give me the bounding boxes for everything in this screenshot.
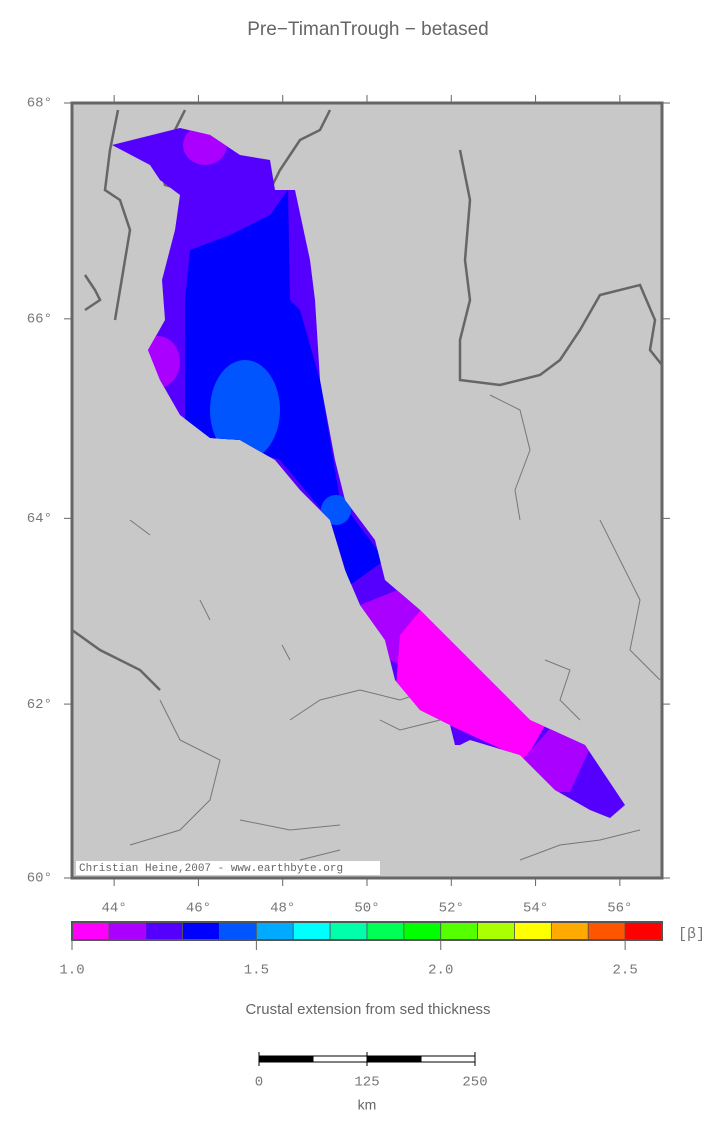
colorbar-unit: [β] — [678, 926, 705, 943]
color-swatch — [587, 921, 626, 941]
color-swatch — [403, 921, 442, 941]
zone — [210, 360, 280, 460]
color-swatch — [514, 921, 552, 941]
lat-tick-label: 62° — [27, 697, 52, 713]
scale-tick-label: 0 — [255, 1075, 263, 1091]
lat-tick-label: 60° — [27, 871, 52, 887]
zone — [321, 495, 351, 525]
color-swatch — [71, 921, 110, 941]
zone — [185, 190, 385, 585]
color-swatch — [145, 921, 184, 941]
colorbar-tick-label: 1.5 — [244, 963, 269, 979]
lon-tick-label: 44° — [102, 901, 127, 917]
scale-tick-label: 125 — [354, 1075, 379, 1091]
colorbar-tick-label: 1.0 — [59, 963, 84, 979]
lon-tick-label: 46° — [186, 901, 211, 917]
scale-unit: km — [358, 1097, 377, 1113]
color-swatch — [329, 921, 368, 941]
map: Christian Heine,2007 - www.earthbyte.org… — [27, 95, 670, 917]
scale-segment — [312, 1055, 368, 1063]
colorbar-frame — [71, 921, 663, 941]
lon-tick-label: 50° — [354, 901, 379, 917]
lat-tick-label: 66° — [27, 312, 52, 328]
colorbar-tick-label: 2.0 — [428, 963, 453, 979]
river — [129, 394, 661, 861]
scale-segment — [420, 1055, 476, 1063]
scale-segment — [366, 1055, 422, 1063]
color-swatch — [255, 921, 294, 941]
scale-bar: 0 125 250 — [255, 1052, 488, 1091]
title: Pre−TimanTrough − betased — [247, 19, 489, 40]
color-swatch — [108, 921, 147, 941]
credit: Christian Heine,2007 - www.earthbyte.org — [79, 863, 343, 875]
lon-tick-label: 48° — [270, 901, 295, 917]
lon-tick-label: 54° — [523, 901, 548, 917]
colorbar: 1.0 1.5 2.0 2.5 — [59, 921, 663, 979]
scale-tick-label: 250 — [462, 1075, 487, 1091]
scale-segment — [258, 1055, 314, 1063]
lon-tick-label: 52° — [439, 901, 464, 917]
lon-tick-label: 56° — [607, 901, 632, 917]
credit-box — [76, 861, 380, 875]
color-swatch — [219, 921, 257, 941]
color-swatch — [292, 921, 331, 941]
colorbar-label: Crustal extension from sed thickness — [245, 1001, 490, 1018]
color-swatch — [366, 921, 405, 941]
color-swatch — [624, 921, 663, 941]
color-swatch — [440, 921, 479, 941]
lat-tick-label: 64° — [27, 511, 52, 527]
color-swatch — [182, 921, 220, 941]
color-swatch — [550, 921, 589, 941]
color-swatch — [477, 921, 515, 941]
lat-tick-label: 68° — [27, 96, 52, 112]
zone — [395, 605, 560, 760]
colorbar-tick-label: 2.5 — [613, 963, 638, 979]
